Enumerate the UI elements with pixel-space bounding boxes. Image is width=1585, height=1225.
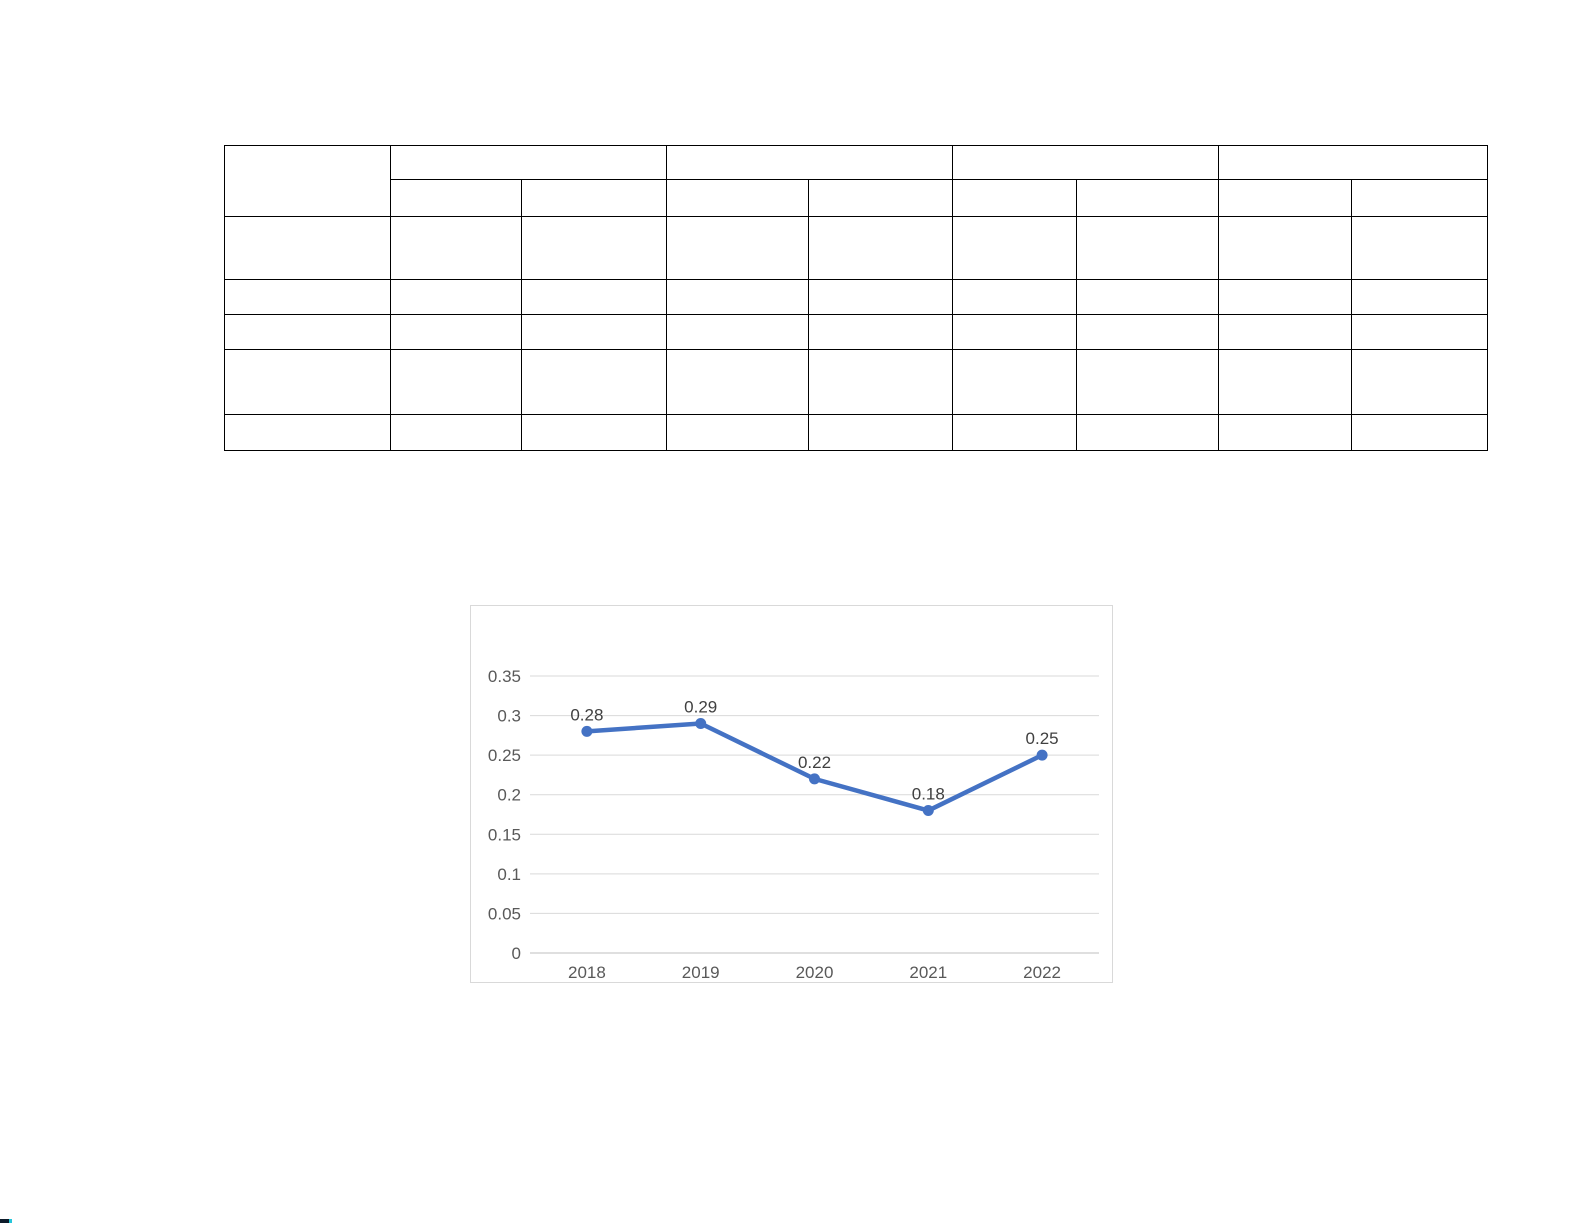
table-cell [808, 414, 953, 451]
table-cell [1076, 414, 1219, 451]
table-cell [666, 279, 809, 315]
table-cell [224, 414, 391, 451]
data-label: 0.29 [684, 697, 717, 716]
table-subheader-cell [808, 179, 953, 217]
table-group-header-cell [1218, 145, 1488, 180]
table-cell [808, 216, 953, 280]
table-cell [521, 279, 667, 315]
y-tick-label: 0.2 [497, 786, 521, 805]
table-group-header-cell [666, 145, 953, 180]
table-cell [521, 216, 667, 280]
table-cell [952, 349, 1077, 415]
y-tick-label: 0.35 [488, 667, 521, 686]
screen-artifact-teal [9, 1219, 12, 1223]
empty-data-table [224, 145, 1488, 451]
table-cell [952, 279, 1077, 315]
table-header-row-top [224, 145, 1488, 217]
table-cell [1076, 279, 1219, 315]
table-subheader-cell [952, 179, 1077, 217]
table-row [224, 349, 1488, 415]
table-cell [952, 216, 1077, 280]
table-subheader-cell [390, 179, 522, 217]
x-tick-label: 2020 [796, 963, 834, 982]
table-cell [1076, 216, 1219, 280]
x-tick-label: 2021 [909, 963, 947, 982]
table-cell [390, 349, 522, 415]
data-point-marker [922, 805, 934, 817]
table-subheader-cell [521, 179, 667, 217]
table-subheader-cell [1076, 179, 1219, 217]
table-cell [1351, 279, 1488, 315]
table-cell [666, 414, 809, 451]
data-label: 0.22 [798, 753, 831, 772]
table-cell [224, 216, 391, 280]
table-cell [224, 314, 391, 350]
table-cell [808, 314, 953, 350]
table-cell [224, 279, 391, 315]
line-chart-svg: 0 0.05 0.1 0.15 0.2 0.25 0.3 0.35 2018 2019 2020 20… [488, 667, 1099, 982]
table-cell [1351, 414, 1488, 451]
data-point-marker [695, 717, 707, 729]
table-cell [1351, 314, 1488, 350]
table-cell [1076, 314, 1219, 350]
table-header-stub-cell [224, 145, 391, 217]
table-cell [1218, 216, 1352, 280]
table-cell [666, 349, 809, 415]
data-label: 0.28 [570, 705, 603, 724]
x-tick-label: 2019 [682, 963, 720, 982]
table-row [224, 279, 1488, 315]
data-point-marker [809, 773, 820, 785]
y-tick-label: 0.3 [497, 707, 521, 726]
table-cell [952, 314, 1077, 350]
table-row [224, 314, 1488, 350]
table-cell [666, 314, 809, 350]
x-tick-label: 2022 [1023, 963, 1061, 982]
screen-artifact-dark [0, 1219, 9, 1223]
table-cell [521, 414, 667, 451]
table-cell [808, 349, 953, 415]
table-row [224, 414, 1488, 451]
table-cell [1351, 349, 1488, 415]
x-tick-label: 2018 [568, 963, 606, 982]
table-cell [390, 216, 522, 280]
table-group-header-cell [952, 145, 1219, 180]
line-chart: 0 0.05 0.1 0.15 0.2 0.25 0.3 0.35 2018 2019 2020 20… [470, 605, 1113, 983]
table-cell [521, 349, 667, 415]
table-cell [808, 279, 953, 315]
table-row [224, 216, 1488, 280]
table-cell [390, 314, 522, 350]
table-cell [1351, 216, 1488, 280]
table-cell [390, 279, 522, 315]
data-point-marker [581, 725, 593, 737]
data-label: 0.25 [1026, 729, 1059, 748]
table-cell [521, 314, 667, 350]
table-subheader-cell [666, 179, 809, 217]
table-cell [390, 414, 522, 451]
y-tick-label: 0.25 [488, 746, 521, 765]
table-cell [224, 349, 391, 415]
table-cell [952, 414, 1077, 451]
table-cell [1218, 279, 1352, 315]
data-point-marker [1036, 749, 1048, 761]
y-tick-label: 0.1 [497, 865, 521, 884]
data-label: 0.18 [912, 785, 945, 804]
table-cell [666, 216, 809, 280]
table-subheader-cell [1218, 179, 1352, 217]
y-tick-label: 0 [512, 944, 521, 963]
table-subheader-cell [1351, 179, 1488, 217]
y-tick-label: 0.05 [488, 904, 521, 923]
table-header-row-sub [225, 179, 1488, 217]
y-tick-label: 0.15 [488, 825, 521, 844]
table-group-header-cell [390, 145, 667, 180]
table-cell [1218, 349, 1352, 415]
table-cell [1218, 414, 1352, 451]
table-cell [1076, 349, 1219, 415]
table-cell [1218, 314, 1352, 350]
